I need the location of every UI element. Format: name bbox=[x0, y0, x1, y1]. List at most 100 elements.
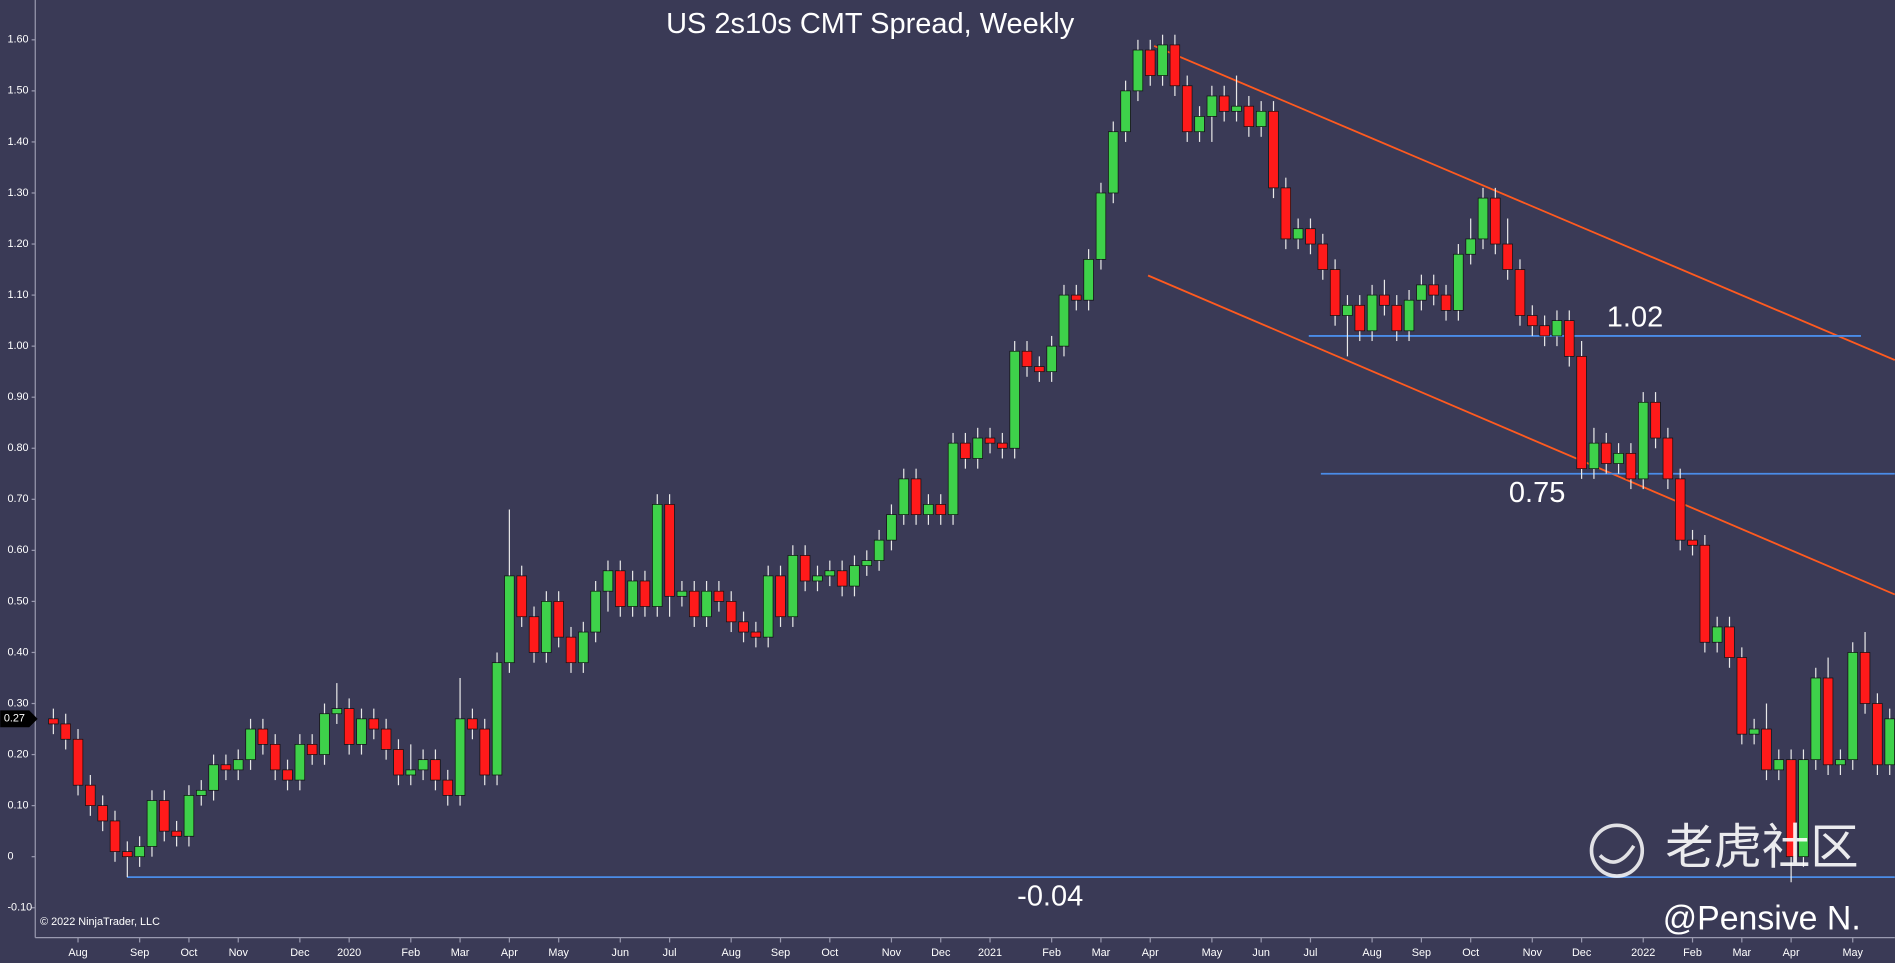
candle-body bbox=[553, 601, 564, 638]
candle-body bbox=[689, 590, 700, 618]
candle-body bbox=[1268, 110, 1279, 189]
candle-body bbox=[1835, 759, 1846, 766]
candle-body bbox=[1872, 703, 1883, 766]
trend-line-upper bbox=[1153, 45, 1895, 361]
level-label: 1.02 bbox=[1607, 302, 1663, 334]
candle-body bbox=[1785, 759, 1797, 858]
candle-body bbox=[997, 442, 1008, 449]
candle-body bbox=[1034, 366, 1045, 373]
candle-body bbox=[775, 575, 786, 618]
candle-body bbox=[393, 749, 404, 776]
x-tick-label: May bbox=[548, 947, 569, 959]
candle-body bbox=[602, 570, 614, 592]
candle-body bbox=[97, 805, 108, 822]
y-tick-label: 1.20 bbox=[7, 238, 28, 250]
x-tick-label: Aug bbox=[68, 947, 87, 959]
candle-body bbox=[257, 728, 269, 745]
candle-body bbox=[479, 728, 490, 776]
candle-body bbox=[1601, 442, 1612, 464]
candle-body bbox=[516, 575, 527, 618]
candle-body bbox=[1354, 304, 1365, 332]
candle-body bbox=[491, 662, 503, 776]
candle-body bbox=[380, 728, 392, 750]
candle-body bbox=[1736, 657, 1748, 735]
candle-body bbox=[984, 437, 996, 444]
candle-body bbox=[1675, 478, 1686, 541]
candle-body bbox=[1329, 269, 1341, 316]
candle-body bbox=[442, 779, 453, 796]
candle-body bbox=[799, 555, 811, 582]
candle-body bbox=[1120, 90, 1131, 133]
x-tick-label: 2022 bbox=[1631, 947, 1655, 959]
watermark: 老虎社区 bbox=[1665, 820, 1858, 874]
candle-body bbox=[430, 759, 441, 781]
candle-body bbox=[1095, 192, 1107, 260]
candle-body bbox=[405, 769, 416, 776]
candle-body bbox=[1366, 294, 1378, 332]
candle-body bbox=[159, 800, 170, 832]
candle-body bbox=[1194, 116, 1205, 133]
x-tick-label: Oct bbox=[821, 947, 838, 959]
candle-body bbox=[1822, 677, 1834, 766]
candle-body bbox=[1108, 131, 1119, 194]
y-tick-label: 1.60 bbox=[7, 34, 28, 46]
candle-body bbox=[467, 718, 478, 730]
candle-body bbox=[1157, 44, 1168, 76]
y-tick-label: 0.90 bbox=[7, 391, 28, 403]
logo-ring bbox=[1589, 823, 1645, 878]
candle-body bbox=[1490, 197, 1501, 245]
candle-body bbox=[1342, 304, 1353, 316]
x-tick-label: Feb bbox=[1042, 947, 1061, 959]
plot-area: 1.60 1.50 1.40 1.30 1.20 1.10 1.00 0.90 0.80 0.70… bbox=[7, 34, 1895, 959]
candle-body bbox=[873, 539, 885, 561]
x-tick-label: Oct bbox=[180, 947, 197, 959]
candle-body bbox=[824, 570, 836, 577]
candle-body bbox=[1773, 759, 1784, 771]
candle-body bbox=[1145, 49, 1156, 76]
candle-body bbox=[1428, 284, 1439, 296]
candle-body bbox=[1625, 452, 1637, 480]
candle-body bbox=[504, 575, 515, 664]
candle-body bbox=[713, 590, 725, 602]
x-tick-label: Dec bbox=[1572, 947, 1592, 959]
level-label: -0.04 bbox=[1017, 880, 1083, 912]
y-tick-label: -0.10 bbox=[7, 902, 32, 914]
candle-body bbox=[1847, 652, 1858, 761]
candle-body bbox=[947, 442, 959, 515]
y-tick-label: 1.10 bbox=[7, 289, 28, 301]
candle-body bbox=[1046, 345, 1057, 373]
candle-body bbox=[935, 504, 946, 515]
candle-body bbox=[109, 820, 121, 852]
candle-body bbox=[1638, 401, 1649, 480]
y-tick-label: 0.10 bbox=[7, 800, 28, 812]
candle-body bbox=[1280, 187, 1292, 240]
candle-body bbox=[1884, 718, 1895, 766]
y-tick-label: 1.50 bbox=[7, 85, 28, 97]
candle-body bbox=[1724, 626, 1735, 658]
x-tick-label: May bbox=[1842, 947, 1863, 959]
candle-body bbox=[1576, 355, 1587, 470]
candle-body bbox=[1132, 49, 1144, 92]
x-tick-label: Mar bbox=[1092, 947, 1111, 959]
candle-body bbox=[886, 514, 897, 541]
candle-body bbox=[541, 601, 552, 653]
candle-body bbox=[1231, 105, 1242, 112]
candle-body bbox=[1613, 452, 1624, 464]
y-tick-label: 0.60 bbox=[7, 544, 28, 556]
author: @Pensive N. bbox=[1663, 900, 1861, 938]
y-tick-label: 1.40 bbox=[7, 136, 28, 148]
candle-body bbox=[1761, 728, 1772, 771]
candle-body bbox=[60, 723, 71, 740]
x-tick-label: Apr bbox=[501, 947, 518, 959]
x-tick-label: 2021 bbox=[978, 947, 1002, 959]
y-tick-label: 1.30 bbox=[7, 187, 28, 199]
candle-body bbox=[146, 800, 158, 847]
candle-body bbox=[245, 728, 256, 761]
candle-body bbox=[1798, 759, 1809, 858]
candle-body bbox=[652, 504, 663, 607]
candle-body bbox=[528, 616, 540, 653]
x-tick-label: Aug bbox=[1362, 947, 1381, 959]
candle-body bbox=[1058, 294, 1070, 347]
